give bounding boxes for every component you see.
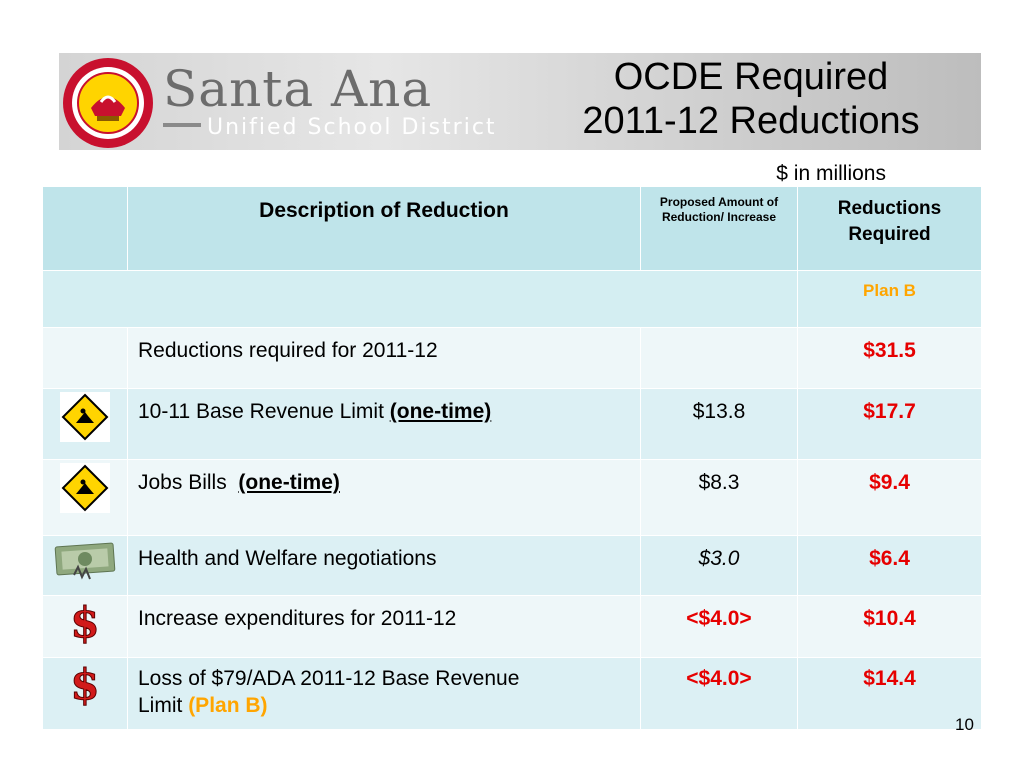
row-description-text: Jobs Bills — [138, 471, 239, 494]
title-line-2: 2011-12 Reductions — [582, 100, 920, 142]
brand-name: Santa Ana — [163, 60, 433, 118]
plan-b-label: (Plan B) — [188, 694, 268, 717]
row-required: $9.4 — [797, 459, 982, 536]
header-amount: Proposed Amount of Reduction/ Increase — [640, 186, 798, 271]
row-description: Jobs Bills (one-time) — [127, 459, 641, 536]
reductions-table: Description of Reduction Proposed Amount… — [42, 186, 982, 730]
row-icon-cell: $ — [42, 595, 128, 658]
table-row: $ Loss of $79/ADA 2011-12 Base Revenue L… — [42, 657, 982, 730]
row-required: $17.7 — [797, 388, 982, 460]
row-description-line-2-text: Limit — [138, 694, 189, 717]
row-description: Loss of $79/ADA 2011-12 Base Revenue Lim… — [127, 657, 641, 730]
brand-rule — [163, 123, 201, 127]
header-required-line-1: Reductions — [837, 198, 942, 219]
caution-sign-icon — [60, 463, 110, 513]
row-icon-cell — [42, 327, 128, 389]
district-banner: Santa Ana Unified School District — [59, 53, 981, 150]
header-description: Description of Reduction — [127, 186, 641, 271]
row-amount — [640, 327, 798, 389]
plan-label: Plan B — [797, 270, 982, 328]
row-required: $10.4 — [797, 595, 982, 658]
page-number: 10 — [955, 715, 974, 734]
row-amount: <$4.0> — [640, 595, 798, 658]
row-icon-cell: $ — [42, 657, 128, 730]
row-required: $14.4 — [797, 657, 982, 730]
header-icon-cell — [42, 186, 128, 271]
units-note: $ in millions — [776, 162, 886, 185]
table-row: Health and Welfare negotiations $3.0 $6.… — [42, 535, 982, 596]
row-description-line-2: Limit (Plan B) — [138, 692, 640, 719]
row-amount: <$4.0> — [640, 657, 798, 730]
row-amount: $3.0 — [640, 535, 798, 596]
page-title: OCDE Required 2011-12 Reductions — [520, 55, 982, 143]
svg-text:$: $ — [70, 661, 99, 707]
row-description-text: 10-11 Base Revenue Limit — [138, 400, 390, 423]
caution-sign-icon — [60, 392, 110, 442]
brand-subtitle: Unified School District — [207, 115, 497, 140]
row-description: Health and Welfare negotiations — [127, 535, 641, 596]
table-row: Reductions required for 2011-12 $31.5 — [42, 327, 982, 389]
row-description-line-1: Loss of $79/ADA 2011-12 Base Revenue — [138, 667, 520, 690]
table-header-row: Description of Reduction Proposed Amount… — [42, 186, 982, 271]
row-required: $6.4 — [797, 535, 982, 596]
title-line-1: OCDE Required — [613, 56, 889, 98]
one-time-label: (one-time) — [389, 400, 492, 423]
header-required-line-2: Required — [848, 224, 931, 245]
row-amount: $8.3 — [640, 459, 798, 536]
row-description: Increase expenditures for 2011-12 — [127, 595, 641, 658]
dollar-sign-icon: $ — [70, 661, 100, 707]
dollar-sign-icon: $ — [70, 599, 100, 645]
money-bill-icon — [54, 542, 116, 580]
district-seal-logo — [63, 58, 153, 148]
one-time-label: (one-time) — [238, 471, 340, 494]
row-icon-cell — [42, 388, 128, 460]
row-required: $31.5 — [797, 327, 982, 389]
table-row: $ Increase expenditures for 2011-12 <$4.… — [42, 595, 982, 658]
row-icon-cell — [42, 459, 128, 536]
table-row: 10-11 Base Revenue Limit (one-time) $13.… — [42, 388, 982, 460]
row-description: 10-11 Base Revenue Limit (one-time) — [127, 388, 641, 460]
plan-row-spacer — [42, 270, 798, 328]
plan-row: Plan B — [42, 270, 982, 328]
header-required: Reductions Required — [797, 186, 982, 271]
table-row: Jobs Bills (one-time) $8.3 $9.4 — [42, 459, 982, 536]
svg-text:$: $ — [70, 599, 99, 645]
row-amount: $13.8 — [640, 388, 798, 460]
row-icon-cell — [42, 535, 128, 596]
row-description: Reductions required for 2011-12 — [127, 327, 641, 389]
